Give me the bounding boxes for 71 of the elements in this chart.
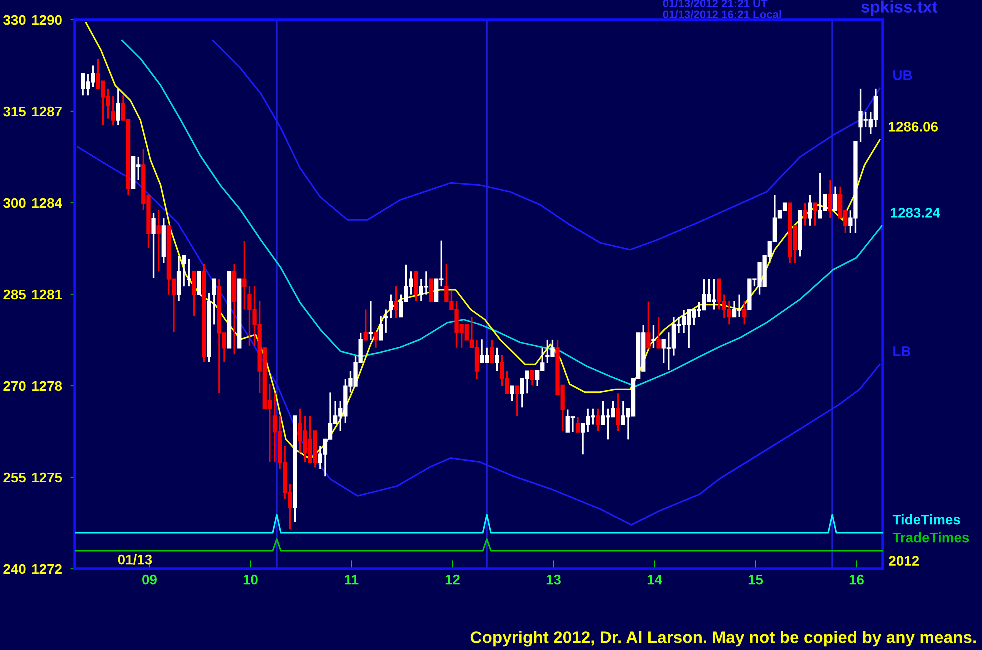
series-label: TradeTimes <box>892 532 970 543</box>
x-tick-label: 12 <box>446 574 460 585</box>
text: 01/13/2012 16:21 Local <box>663 10 782 19</box>
candlestick <box>384 308 388 334</box>
candlestick <box>414 270 418 302</box>
y-tick-label: 1278 <box>32 381 62 392</box>
candlestick <box>808 194 812 227</box>
candlestick <box>515 385 520 418</box>
x-tick-label: 15 <box>748 575 764 585</box>
line-series <box>85 22 881 460</box>
candlestick <box>176 255 182 302</box>
y2-tick-label: 240 <box>4 564 26 574</box>
candlestick <box>374 332 378 349</box>
text: Copyright 2012, Dr. Al Larson. May not be copied by any means. <box>470 631 976 647</box>
y2-tick-label: 330 <box>4 15 26 26</box>
y2-tick-label: 300 <box>4 198 26 208</box>
x-tick-label: 14 <box>648 575 662 585</box>
text: spkiss.txt <box>862 0 938 16</box>
y2-tick-label: 285 <box>4 290 26 300</box>
y-tick-label: 1287 <box>32 106 62 117</box>
candlestick <box>813 202 818 227</box>
candlestick <box>828 179 833 220</box>
y2-tick-label: 255 <box>4 472 26 483</box>
candlestick <box>212 278 216 326</box>
x-tick-label: 16 <box>850 574 864 585</box>
y-tick-label: 1290 <box>32 15 62 26</box>
candlestick <box>242 240 247 311</box>
y-tick-label: 1284 <box>32 198 62 208</box>
series-label: TideTimes <box>892 514 960 525</box>
candlestick <box>182 255 186 288</box>
series-label: LB <box>894 346 911 356</box>
candlestick <box>646 300 651 350</box>
line-series <box>122 40 883 388</box>
series-label: UB <box>894 70 912 80</box>
candlestick <box>156 209 161 272</box>
x-tick-label: 10 <box>244 574 258 585</box>
annotation: 1286.06 <box>889 122 938 132</box>
candlestick <box>510 385 514 402</box>
x-tick-label: 09 <box>142 574 157 585</box>
candlestick <box>187 258 192 288</box>
candlestick <box>656 316 661 350</box>
candlestick <box>429 278 434 302</box>
annotation: 1283.24 <box>891 208 940 218</box>
candlestick <box>364 308 368 342</box>
candlestick <box>596 408 600 432</box>
y2-tick-label: 315 <box>4 106 26 117</box>
y-tick-label: 1275 <box>32 472 62 483</box>
candlestick <box>803 202 808 227</box>
candlestick <box>833 186 838 212</box>
x-tick-label: 13 <box>546 574 561 585</box>
candlestick <box>389 294 394 319</box>
candlestick <box>576 416 580 434</box>
candlestick <box>490 339 494 364</box>
candlestick <box>394 286 398 319</box>
x-tick-label: 11 <box>345 575 359 585</box>
candlestick <box>616 392 620 432</box>
y2-tick-label: 270 <box>4 381 26 392</box>
candlestick <box>368 300 373 342</box>
candlestick <box>152 212 156 280</box>
candlestick <box>111 96 116 126</box>
annotation: 01/13 <box>118 554 152 565</box>
candlestick <box>495 347 500 372</box>
candlestick <box>192 270 196 318</box>
candlestick <box>652 324 656 350</box>
text: 2012 <box>889 556 920 566</box>
candlestick <box>530 370 535 386</box>
candlestick <box>378 316 384 342</box>
y-tick-label: 1272 <box>32 564 62 574</box>
candlestick <box>116 88 120 126</box>
y-tick-label: 1281 <box>32 290 62 300</box>
candlestick <box>742 300 747 326</box>
